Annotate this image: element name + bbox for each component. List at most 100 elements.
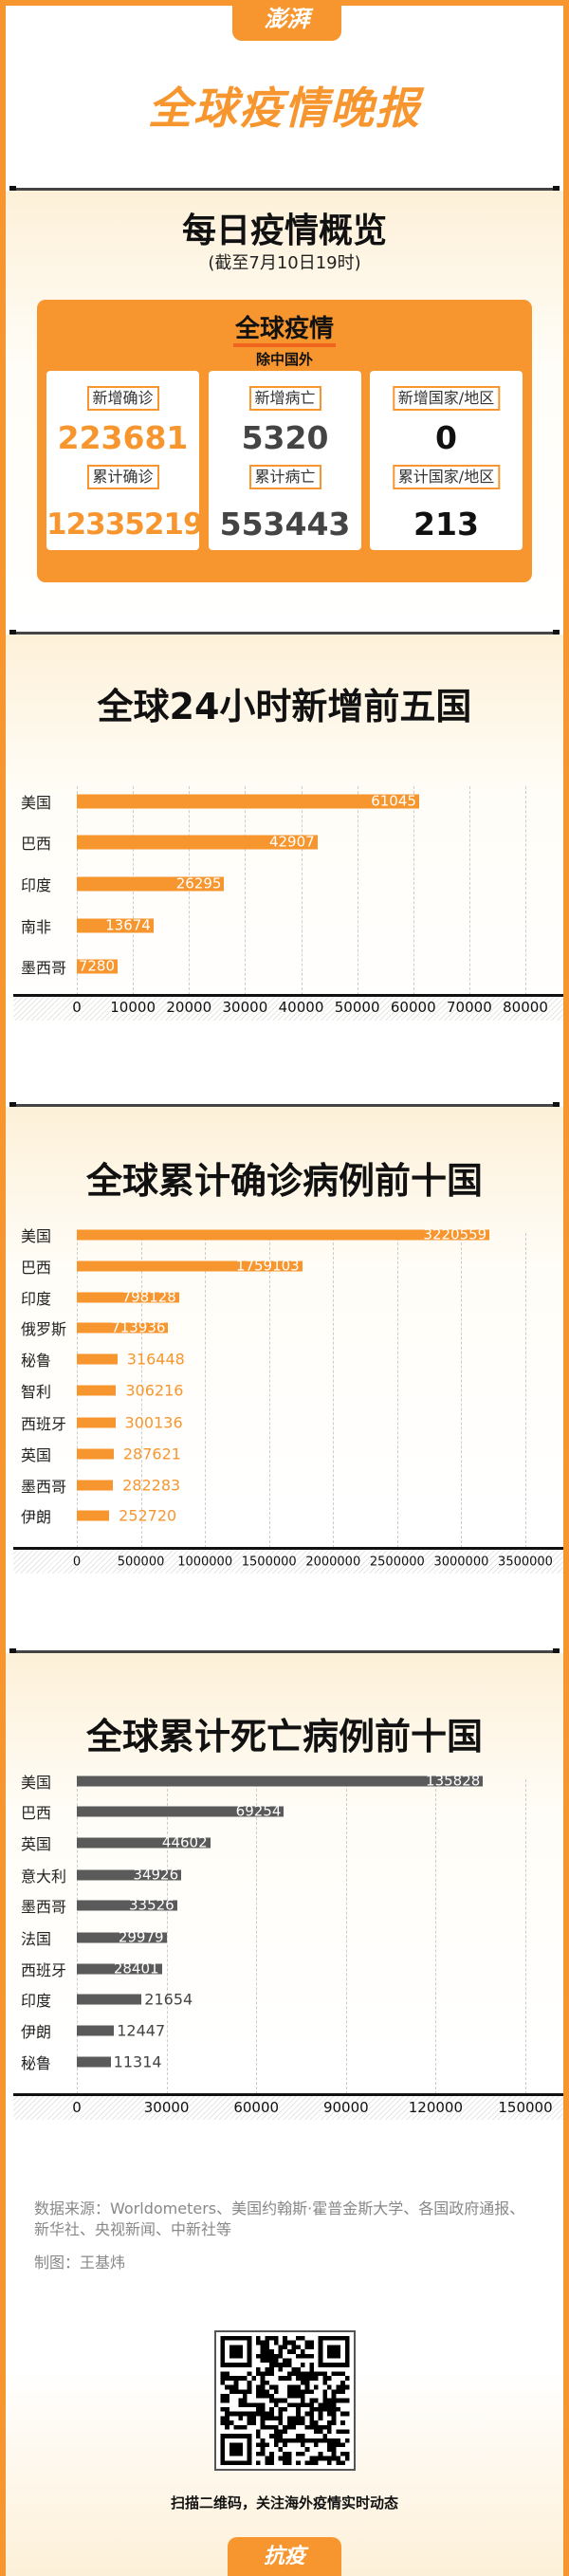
category-label: 巴西 (21, 1804, 52, 1822)
x-tick-label: 60000 (390, 999, 436, 1016)
x-tick-label: 60000 (233, 2099, 280, 2116)
gridline (268, 1233, 270, 1548)
category-label: 南非 (21, 918, 52, 936)
credit: 制图：王基炜 (34, 2254, 126, 2272)
x-tick-label: 90000 (322, 2099, 369, 2116)
x-tick-label: 1000000 (177, 1555, 233, 1570)
bar (77, 1292, 179, 1303)
category-label: 伊朗 (21, 1508, 52, 1526)
x-axis (13, 994, 563, 997)
stat-label: 累计确诊 (86, 465, 159, 489)
bar-value-label: 282283 (122, 1476, 181, 1495)
bar (77, 959, 119, 974)
x-tick-label: 80000 (503, 999, 548, 1016)
gridline (413, 786, 414, 995)
bar-value-label: 713936 (111, 1318, 166, 1336)
bar (77, 1448, 114, 1460)
x-tick-label: 150000 (498, 2099, 553, 2116)
bar-value-label: 287621 (122, 1444, 181, 1463)
bar (77, 1932, 167, 1943)
bar-value-label: 11314 (113, 2052, 162, 2071)
divider (9, 1102, 560, 1109)
x-tick-label: 30000 (222, 999, 268, 1016)
bar (77, 1994, 142, 2005)
category-label: 墨西哥 (21, 1478, 67, 1496)
global-stats-subtitle: 除中国外 (255, 351, 313, 368)
chart-section-confirmed (6, 1107, 563, 1505)
gridline (396, 1233, 398, 1548)
stat-label: 新增病亡 (248, 386, 321, 411)
bar (77, 2056, 111, 2068)
category-label: 美国 (21, 1774, 52, 1792)
category-label: 墨西哥 (21, 1898, 67, 1916)
chart-section-deaths (6, 1653, 563, 2052)
overview-subtitle: (截至7月10日19时) (208, 253, 361, 273)
bar-value-label: 61045 (371, 792, 416, 810)
divider (9, 186, 560, 193)
x-axis (13, 1547, 563, 1550)
x-tick-label: 20000 (166, 999, 212, 1016)
global-stats-title: 全球疫情 (0, 309, 569, 347)
stat-card-deaths: 新增病亡 5320 累计病亡 553443 (209, 371, 361, 550)
category-label: 美国 (21, 794, 52, 812)
gridline (345, 1779, 347, 2094)
bar-value-label: 28401 (113, 1960, 159, 1978)
category-label: 印度 (21, 1290, 52, 1308)
bar-value-label: 300136 (124, 1413, 183, 1432)
gridline (525, 1233, 526, 1548)
divider (9, 1648, 560, 1655)
category-label: 西班牙 (21, 1415, 67, 1433)
stat-label: 累计国家/地区 (392, 465, 501, 489)
chart-title-deaths: 全球累计死亡病例前十国 (85, 1716, 483, 1757)
stat-card-confirmed: 新增确诊 223681 累计确诊 12335219 (46, 371, 204, 550)
bar (77, 2025, 115, 2036)
axis-band (13, 995, 563, 1021)
bar (77, 1260, 303, 1272)
bar-value-label: 33526 (128, 1896, 174, 1914)
gridline (166, 1779, 168, 2094)
x-tick-label: 0 (72, 2099, 82, 2116)
gridline (245, 786, 247, 995)
gridline (435, 1779, 437, 2094)
bar (77, 1385, 117, 1396)
category-label: 印度 (21, 876, 52, 894)
x-tick-label: 0 (72, 999, 82, 1016)
bar-value-label: 13674 (105, 916, 151, 934)
gridline (140, 1233, 142, 1548)
bar-value-label: 316448 (126, 1350, 185, 1369)
category-label: 美国 (21, 1227, 52, 1245)
category-label: 巴西 (21, 1259, 52, 1277)
stat-value: 0 (435, 419, 457, 456)
category-label: 秘鲁 (21, 1352, 52, 1370)
gridline (525, 1779, 526, 2094)
bar (77, 1837, 211, 1849)
x-tick-label: 120000 (408, 2099, 464, 2116)
chart-title-daily: 全球24小时新增前五国 (97, 686, 472, 727)
stat-value: 5320 (241, 419, 329, 456)
bar-value-label: 34926 (133, 1866, 179, 1884)
gridline (301, 786, 303, 995)
bar (77, 1322, 169, 1334)
stat-value: 213 (413, 506, 479, 543)
axis-band (13, 1548, 563, 1573)
x-tick-label: 70000 (447, 999, 492, 1016)
chart-title-confirmed: 全球累计确诊病例前十国 (85, 1160, 483, 1202)
qr-code[interactable] (214, 2330, 356, 2471)
bar-value-label: 7280 (78, 957, 116, 975)
bar-value-label: 44602 (161, 1833, 208, 1851)
category-label: 俄罗斯 (21, 1320, 67, 1338)
bar (77, 1510, 110, 1521)
category-label: 秘鲁 (21, 2054, 52, 2072)
category-label: 印度 (21, 1992, 52, 2010)
x-tick-label: 500000 (117, 1555, 165, 1570)
x-tick-label: 40000 (278, 999, 324, 1016)
bar (77, 1869, 182, 1881)
bar (77, 1353, 118, 1365)
bar-value-label: 69254 (235, 1802, 282, 1820)
x-tick-label: 0 (72, 1555, 82, 1570)
gridline (205, 1233, 207, 1548)
x-tick-label: 2500000 (369, 1555, 425, 1570)
bar-value-label: 306216 (125, 1381, 184, 1400)
bar (77, 1900, 177, 1911)
gridline (333, 1233, 335, 1548)
